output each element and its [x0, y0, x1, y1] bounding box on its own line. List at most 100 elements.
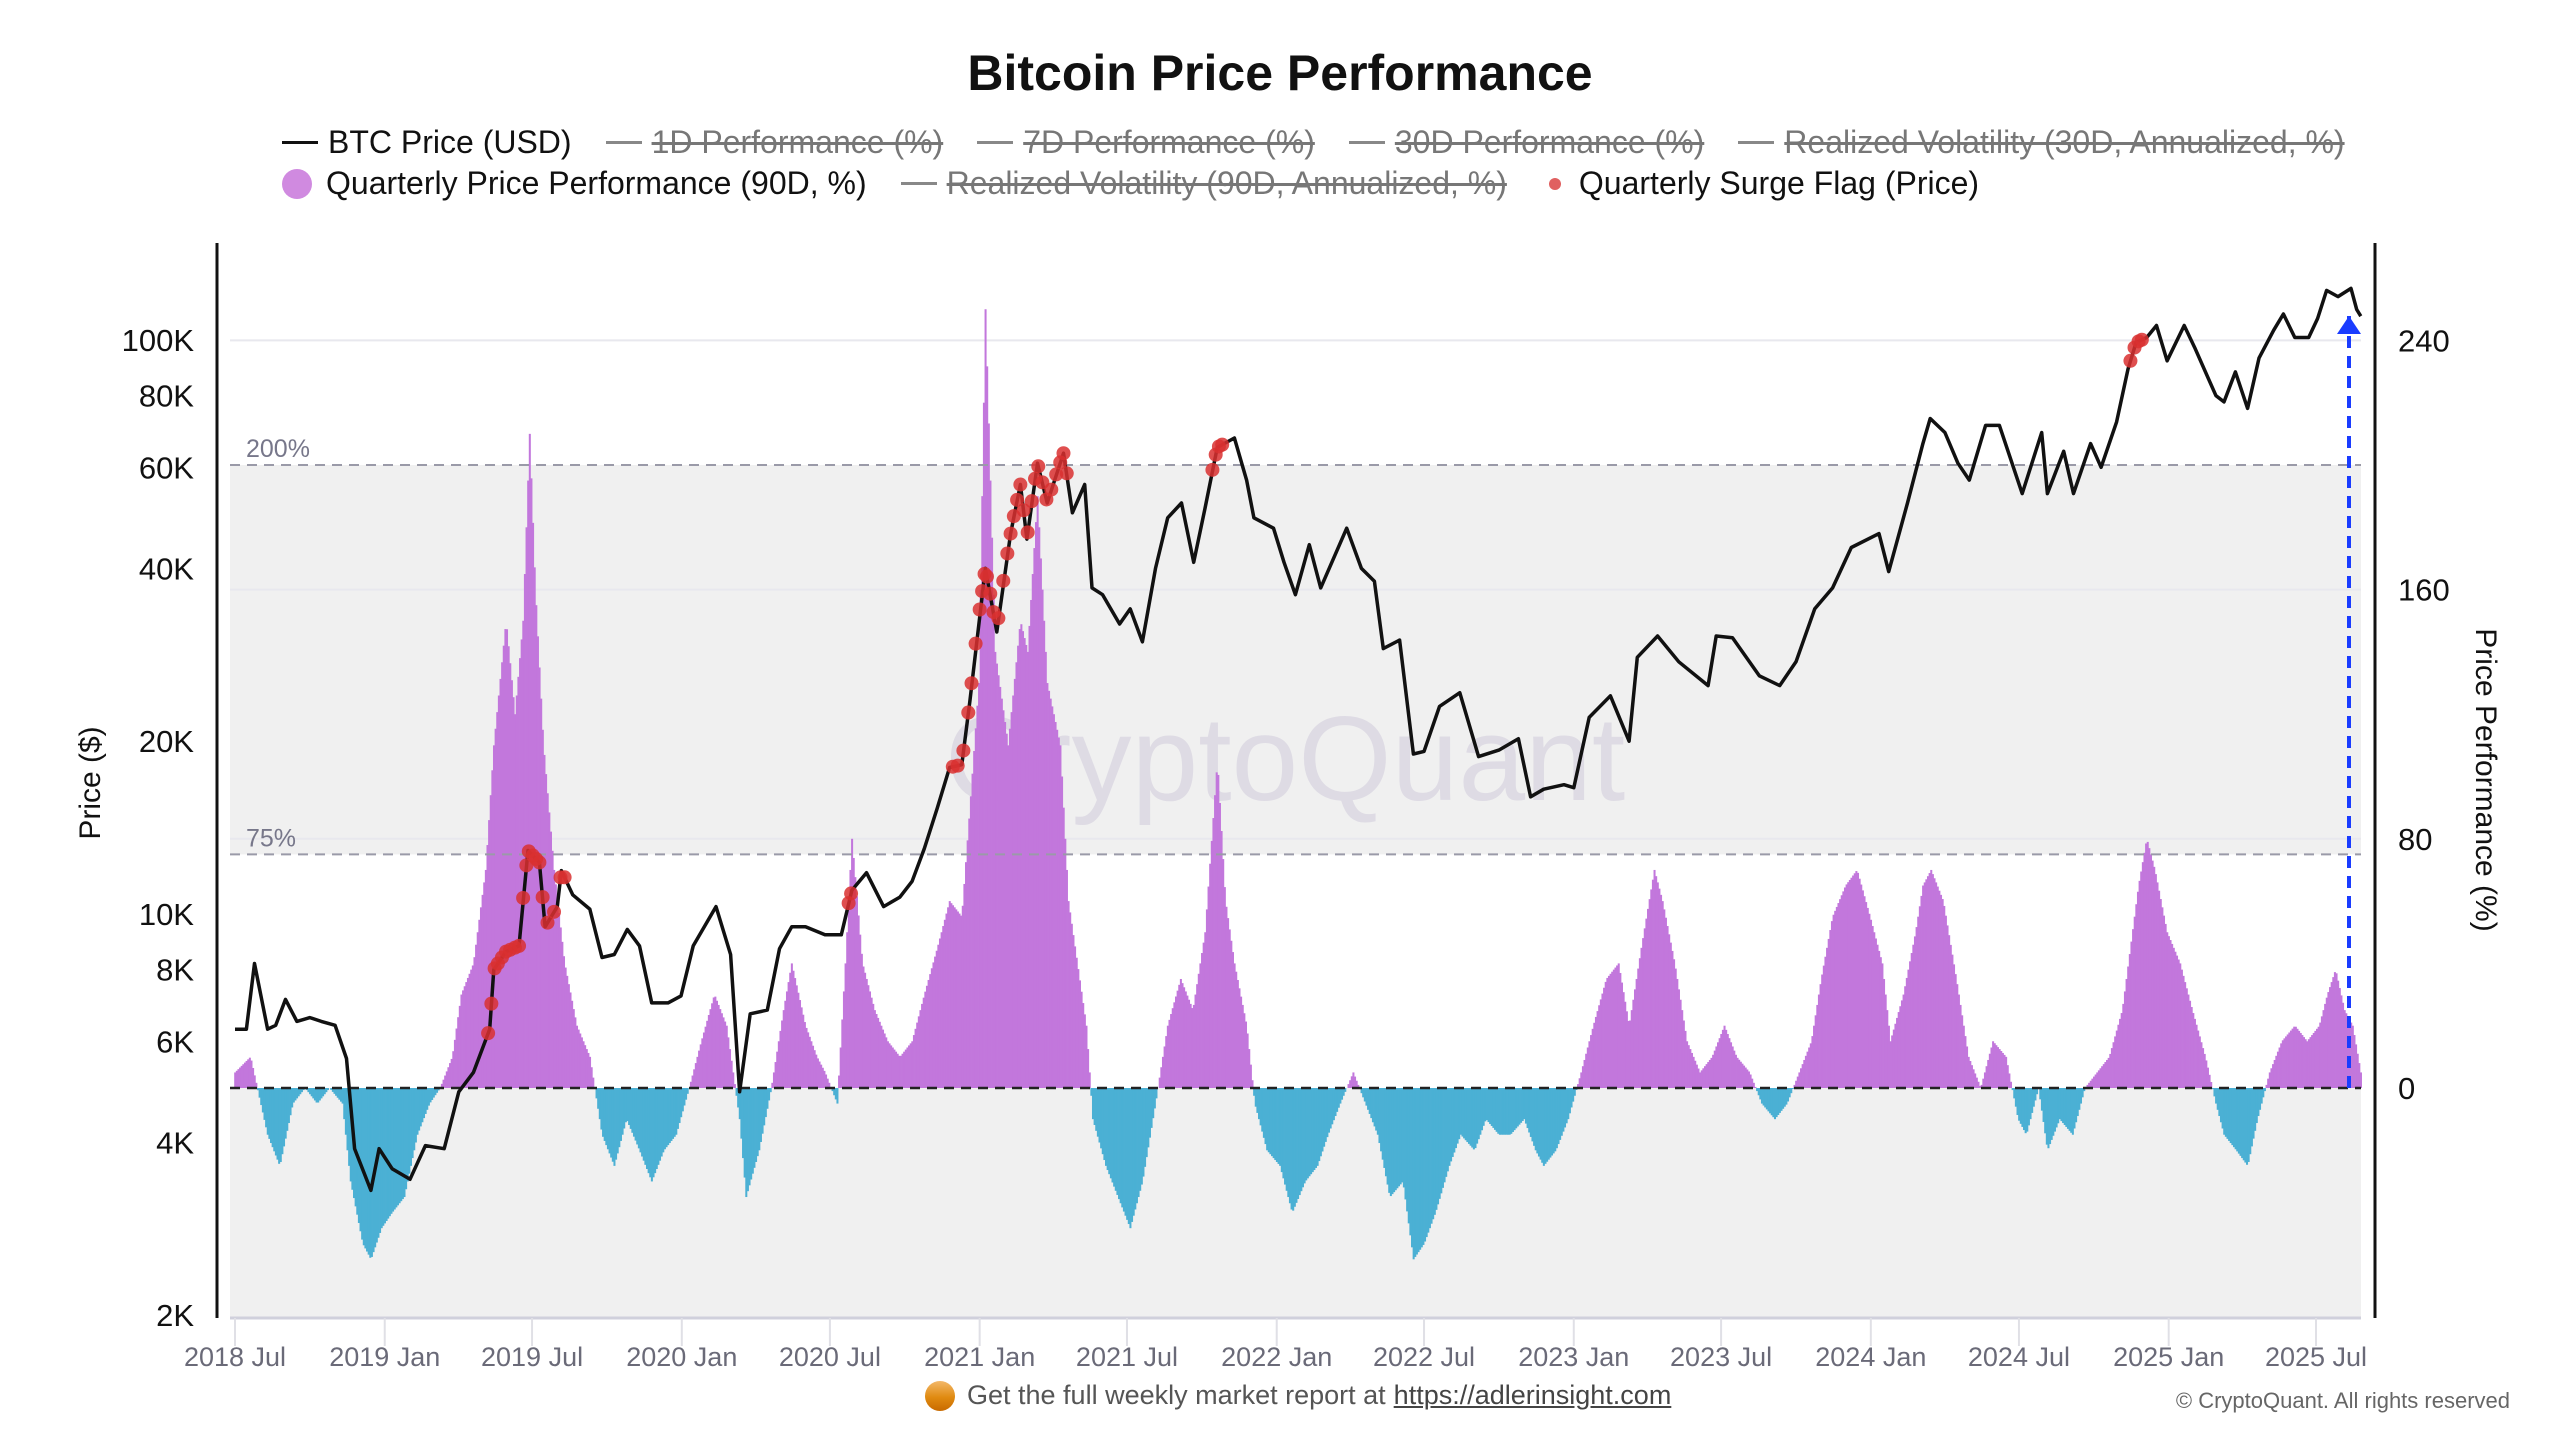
- legend-item-realized-volatility-30d[interactable]: Realized Volatility (30D, Annualized, %): [1738, 124, 2345, 161]
- performance-bar: [1957, 994, 1960, 1088]
- performance-bar: [1783, 1088, 1786, 1107]
- performance-bar: [1301, 1088, 1304, 1188]
- performance-bar: [2109, 1053, 2112, 1088]
- performance-bar: [2044, 1088, 2047, 1134]
- performance-bar: [2058, 1088, 2061, 1120]
- performance-bar: [1456, 1088, 1459, 1144]
- performance-bar: [2102, 1064, 2105, 1088]
- surge-flag-marker: [557, 870, 572, 885]
- report-link[interactable]: https://adlerinsight.com: [1393, 1380, 1672, 1410]
- legend-item-realized-volatility-90d[interactable]: Realized Volatility (90D, Annualized, %): [900, 165, 1507, 202]
- performance-bar: [955, 909, 958, 1088]
- performance-bar: [816, 1058, 819, 1088]
- performance-bar: [517, 676, 520, 1088]
- performance-bar: [1845, 884, 1848, 1088]
- performance-bar: [449, 1063, 452, 1088]
- performance-bar: [2283, 1038, 2286, 1088]
- performance-bar: [339, 1088, 343, 1102]
- performance-bar: [1883, 978, 1886, 1088]
- performance-bar: [2190, 1007, 2193, 1088]
- performance-bar: [645, 1088, 649, 1169]
- performance-bar: [2338, 988, 2341, 1088]
- performance-bar: [281, 1088, 284, 1155]
- performance-bar: [265, 1088, 268, 1128]
- performance-bar: [380, 1088, 383, 1229]
- performance-bar: [1282, 1088, 1285, 1179]
- surge-flag-marker: [1059, 466, 1074, 481]
- performance-bar: [1459, 1088, 1462, 1135]
- performance-bar: [1017, 645, 1020, 1088]
- performance-bar: [1331, 1088, 1334, 1125]
- performance-bar: [1161, 1056, 1164, 1088]
- performance-bar: [1860, 884, 1863, 1088]
- performance-bar: [1892, 1029, 1895, 1088]
- performance-bar: [787, 982, 790, 1088]
- performance-bar: [1703, 1066, 1707, 1088]
- performance-bar: [685, 1088, 688, 1100]
- performance-bar: [1384, 1088, 1387, 1177]
- performance-bar: [1098, 1088, 1101, 1143]
- performance-bar: [1539, 1088, 1542, 1160]
- performance-bar: [1135, 1088, 1138, 1204]
- legend-item-btc-price[interactable]: BTC Price (USD): [282, 124, 572, 161]
- performance-bar: [997, 675, 1000, 1088]
- line-swatch: [605, 141, 642, 144]
- performance-bar: [2019, 1088, 2022, 1124]
- performance-bar: [2278, 1047, 2281, 1088]
- performance-bar: [1554, 1088, 1557, 1152]
- performance-bar: [1772, 1088, 1775, 1118]
- performance-bar: [2205, 1060, 2208, 1088]
- performance-bar: [558, 913, 561, 1088]
- performance-bar: [610, 1088, 613, 1158]
- performance-bar: [1228, 929, 1231, 1088]
- performance-bar: [956, 911, 959, 1088]
- legend-item-1d-performance[interactable]: 1D Performance (%): [605, 124, 943, 161]
- performance-bar: [313, 1088, 316, 1101]
- performance-bar: [1537, 1088, 1540, 1157]
- legend-item-7d-performance[interactable]: 7D Performance (%): [977, 124, 1315, 161]
- legend-item-30d-performance[interactable]: 30D Performance (%): [1348, 124, 1704, 161]
- y-left-tick-label: 6K: [156, 1024, 194, 1059]
- performance-bar: [1251, 1080, 1254, 1088]
- y-left-tick-label: 100K: [122, 323, 195, 358]
- performance-bar: [1928, 873, 1931, 1088]
- performance-bar: [1760, 1088, 1763, 1104]
- performance-bar: [1813, 1025, 1816, 1088]
- performance-bar: [2055, 1088, 2058, 1128]
- performance-bar: [883, 1033, 886, 1088]
- performance-bar: [2133, 916, 2136, 1088]
- performance-bar: [1142, 1088, 1145, 1177]
- performance-bar: [364, 1088, 367, 1249]
- performance-bar: [2120, 1013, 2123, 1088]
- performance-bar: [979, 589, 982, 1088]
- performance-bar: [1025, 644, 1028, 1088]
- performance-bar: [1394, 1088, 1397, 1191]
- performance-bar: [504, 629, 507, 1088]
- performance-bar: [2167, 936, 2170, 1088]
- performance-bar: [1552, 1088, 1555, 1154]
- performance-bar: [1557, 1088, 1560, 1145]
- performance-bar: [326, 1088, 329, 1091]
- performance-bar: [1777, 1088, 1780, 1115]
- performance-bar: [1988, 1053, 1991, 1088]
- performance-bar: [2018, 1088, 2021, 1121]
- performance-bar: [1624, 1001, 1627, 1088]
- performance-bar: [1376, 1088, 1379, 1135]
- performance-bar: [1507, 1088, 1510, 1135]
- performance-bar: [1977, 1081, 1980, 1088]
- legend-item-surge-flag[interactable]: Quarterly Surge Flag (Price): [1541, 165, 1979, 202]
- performance-bar: [292, 1088, 295, 1103]
- performance-bar: [1900, 1000, 1903, 1088]
- performance-bar: [699, 1044, 702, 1088]
- performance-bar: [1336, 1088, 1339, 1112]
- performance-bar: [1778, 1088, 1781, 1113]
- performance-bar: [1114, 1088, 1117, 1191]
- performance-bar: [1445, 1088, 1448, 1177]
- performance-bar: [2200, 1042, 2203, 1088]
- legend-item-quarterly-performance[interactable]: Quarterly Price Performance (90D, %): [282, 165, 867, 202]
- performance-bar: [2285, 1036, 2288, 1088]
- performance-bar: [2060, 1088, 2063, 1122]
- performance-bar: [1840, 895, 1843, 1088]
- performance-bar: [1166, 1025, 1169, 1088]
- performance-bar: [564, 967, 567, 1088]
